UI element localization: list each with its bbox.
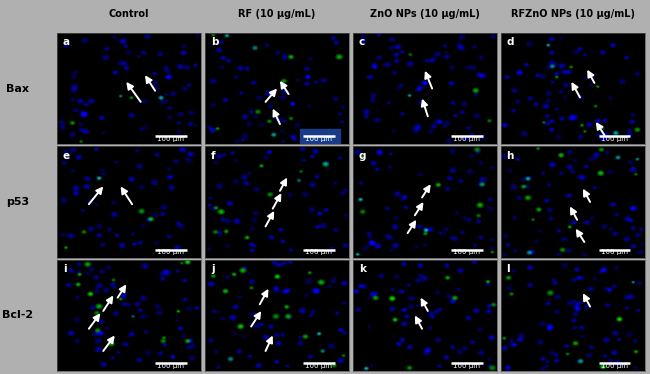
Text: h: h — [506, 151, 514, 161]
Text: g: g — [359, 151, 366, 161]
Text: 100 μm: 100 μm — [306, 363, 332, 369]
Text: 100 μm: 100 μm — [453, 249, 480, 255]
Text: RFZnO NPs (10 μg/mL): RFZnO NPs (10 μg/mL) — [511, 9, 635, 19]
Text: j: j — [211, 264, 214, 274]
Text: i: i — [63, 264, 66, 274]
Text: Control: Control — [109, 9, 150, 19]
Text: 100 μm: 100 μm — [306, 136, 332, 142]
Text: 100 μm: 100 μm — [601, 249, 628, 255]
Text: 100 μm: 100 μm — [157, 249, 185, 255]
Text: 100 μm: 100 μm — [157, 363, 185, 369]
Text: 100 μm: 100 μm — [157, 136, 185, 142]
Text: 100 μm: 100 μm — [453, 363, 480, 369]
Text: b: b — [211, 37, 218, 47]
Text: e: e — [63, 151, 70, 161]
Text: Bcl-2: Bcl-2 — [2, 310, 33, 321]
Text: 100 μm: 100 μm — [453, 136, 480, 142]
Text: ZnO NPs (10 μg/mL): ZnO NPs (10 μg/mL) — [370, 9, 480, 19]
Text: p53: p53 — [6, 197, 29, 207]
Bar — [300, 129, 341, 144]
Text: 100 μm: 100 μm — [601, 136, 628, 142]
Text: a: a — [63, 37, 70, 47]
Text: d: d — [506, 37, 514, 47]
Text: RF (10 μg/mL): RF (10 μg/mL) — [239, 9, 316, 19]
Text: 100 μm: 100 μm — [601, 363, 628, 369]
Text: Bax: Bax — [6, 83, 29, 94]
Text: 100 μm: 100 μm — [306, 249, 332, 255]
Text: c: c — [359, 37, 365, 47]
Text: l: l — [506, 264, 510, 274]
Text: k: k — [359, 264, 366, 274]
Text: f: f — [211, 151, 215, 161]
